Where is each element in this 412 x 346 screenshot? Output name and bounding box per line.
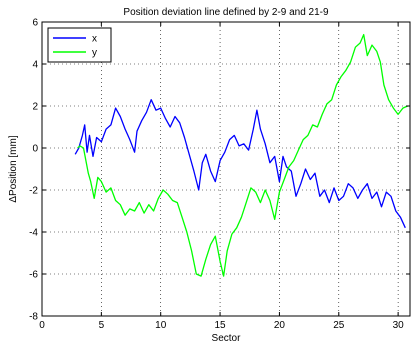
y-axis-label: ΔPosition [mm] [8, 135, 19, 202]
series-layer [74, 33, 408, 277]
y-tick-label: -8 [29, 312, 38, 323]
x-tick-label: 5 [99, 320, 105, 331]
y-tick-label: 0 [32, 144, 38, 155]
series-line-y [77, 33, 408, 277]
legend: xy [47, 27, 112, 63]
series-line-x [74, 99, 406, 229]
x-tick-label: 15 [215, 320, 227, 331]
y-tick-label: -6 [29, 270, 38, 281]
x-tick-label: 0 [39, 320, 45, 331]
legend-label-x: x [92, 34, 97, 45]
plot-area [41, 21, 411, 317]
plot-frame [41, 21, 411, 317]
legend-box [47, 27, 112, 63]
y-tick-label: 6 [32, 18, 38, 29]
legend-label-y: y [92, 48, 97, 59]
y-tick-label: 4 [32, 60, 38, 71]
x-axis-label: Sector [212, 333, 242, 344]
y-tick-labels: -8 -6 -4 -2 0 2 4 6 [29, 18, 38, 323]
x-tick-labels: 0 5 10 15 20 25 30 [39, 320, 404, 331]
x-tick-label: 25 [333, 320, 345, 331]
x-tick-label: 20 [274, 320, 286, 331]
x-tick-label: 10 [155, 320, 167, 331]
y-tick-label: 2 [32, 102, 38, 113]
x-tick-label: 30 [393, 320, 405, 331]
y-tick-label: -2 [29, 186, 38, 197]
chart-title: Position deviation line defined by 2-9 a… [123, 7, 329, 18]
y-tick-label: -4 [29, 228, 38, 239]
